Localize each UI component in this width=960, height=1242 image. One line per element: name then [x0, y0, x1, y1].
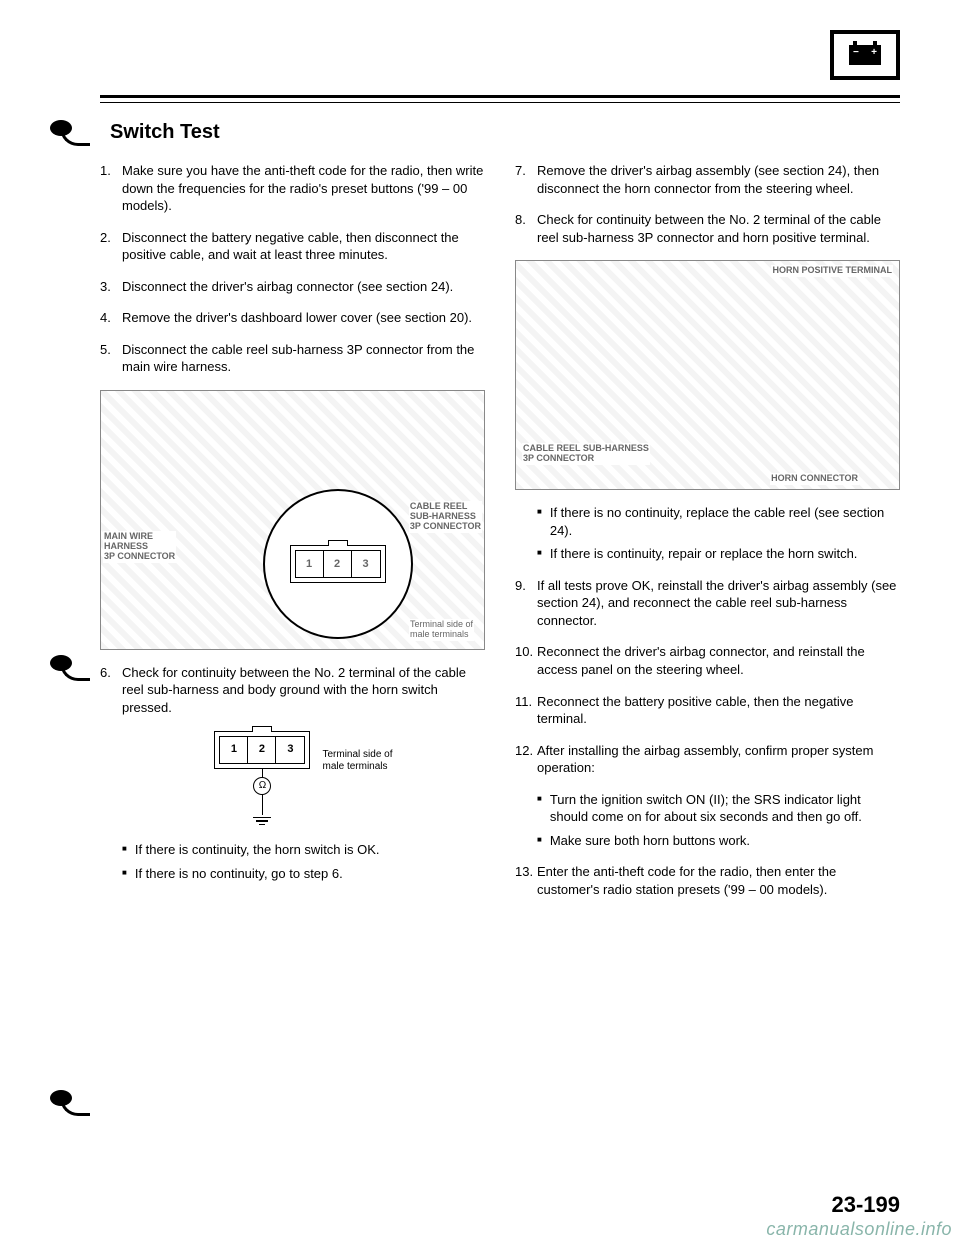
step-item: 7.Remove the driver's airbag assembly (s… — [515, 162, 900, 197]
rule-thin — [100, 102, 900, 103]
margin-curve-icon — [60, 663, 90, 681]
step-number: 9. — [515, 577, 537, 630]
step-item: 11.Reconnect the battery positive cable,… — [515, 693, 900, 728]
fig-label-terminal: Terminal side of male terminals — [409, 619, 474, 641]
margin-curve-icon — [60, 128, 90, 146]
step-item: 3.Disconnect the driver's airbag connect… — [100, 278, 485, 296]
step-text: Enter the anti-theft code for the radio,… — [537, 863, 900, 898]
step-number: 2. — [100, 229, 122, 264]
step-text: Check for continuity between the No. 2 t… — [122, 664, 485, 717]
connector-tab — [252, 726, 272, 732]
fig-label-horn-positive: HORN POSITIVE TERMINAL — [771, 265, 893, 277]
battery-minus-label: − — [853, 47, 859, 58]
margin-curve-icon — [60, 1098, 90, 1116]
fig-label-cable-reel: CABLE REEL SUB-HARNESS 3P CONNECTOR — [409, 501, 482, 533]
fig-label-cable-reel-sub: CABLE REEL SUB-HARNESS 3P CONNECTOR — [522, 443, 650, 465]
watermark: carmanualsonline.info — [766, 1219, 952, 1240]
dashboard-illustration: MAIN WIRE HARNESS 3P CONNECTOR CABLE REE… — [100, 390, 485, 650]
rule-thick — [100, 95, 900, 98]
step-text: Disconnect the cable reel sub-harness 3P… — [122, 341, 485, 376]
check-item: Turn the ignition switch ON (II); the SR… — [537, 791, 900, 826]
step-item: 13.Enter the anti-theft code for the rad… — [515, 863, 900, 898]
connector-cell: 2 — [248, 737, 276, 763]
check-text: If there is no continuity, replace the c… — [550, 504, 900, 539]
ohm-icon: Ω — [253, 777, 271, 795]
check-text: If there is continuity, repair or replac… — [550, 545, 858, 563]
step13-list: 13.Enter the anti-theft code for the rad… — [515, 863, 900, 898]
step-text: Remove the driver's dashboard lower cove… — [122, 309, 485, 327]
step-number: 6. — [100, 664, 122, 717]
connector-3p: 1 2 3 — [290, 545, 386, 583]
step-number: 4. — [100, 309, 122, 327]
step-number: 12. — [515, 742, 537, 777]
figure-dashboard-connector: MAIN WIRE HARNESS 3P CONNECTOR CABLE REE… — [100, 390, 485, 650]
step-text: After installing the airbag assembly, co… — [537, 742, 900, 777]
step-item: 4.Remove the driver's dashboard lower co… — [100, 309, 485, 327]
step-item: 12.After installing the airbag assembly,… — [515, 742, 900, 777]
page-number: 23-199 — [831, 1192, 900, 1218]
step-item: 2.Disconnect the battery negative cable,… — [100, 229, 485, 264]
fig-label-terminal: Terminal side of male terminals — [322, 749, 392, 773]
step-number: 8. — [515, 211, 537, 246]
connector-cell: 1 — [296, 551, 324, 577]
step-number: 3. — [100, 278, 122, 296]
step-text: Make sure you have the anti-theft code f… — [122, 162, 485, 215]
step-text: Remove the driver's airbag assembly (see… — [537, 162, 900, 197]
check-text: Turn the ignition switch ON (II); the SR… — [550, 791, 900, 826]
step-number: 13. — [515, 863, 537, 898]
check-item: If there is no continuity, replace the c… — [537, 504, 900, 539]
connector-cell: 1 — [220, 737, 248, 763]
fig-label-main-wire: MAIN WIRE HARNESS 3P CONNECTOR — [103, 531, 176, 563]
left-steps-list: 1.Make sure you have the anti-theft code… — [100, 162, 485, 376]
connector-cell: 3 — [352, 551, 380, 577]
right-column: 7.Remove the driver's airbag assembly (s… — [515, 162, 900, 912]
step-text: Reconnect the driver's airbag connector,… — [537, 643, 900, 678]
step-text: Check for continuity between the No. 2 t… — [537, 211, 900, 246]
battery-plus-label: + — [871, 47, 877, 58]
figure-steering-wheel: HORN POSITIVE TERMINAL CABLE REEL SUB-HA… — [515, 260, 900, 490]
step-number: 7. — [515, 162, 537, 197]
fig-label-horn-connector: HORN CONNECTOR — [770, 473, 859, 485]
result-text: If there is continuity, the horn switch … — [135, 841, 380, 859]
step-text: Disconnect the battery negative cable, t… — [122, 229, 485, 264]
step-number: 11. — [515, 693, 537, 728]
ground-wire: Ω — [262, 769, 264, 815]
connector-detail-circle: 1 2 3 — [263, 489, 413, 639]
check-text: Make sure both horn buttons work. — [550, 832, 750, 850]
connector-tab — [328, 540, 348, 546]
battery-icon: − + — [849, 45, 881, 65]
step-item: 6.Check for continuity between the No. 2… — [100, 664, 485, 717]
right-steps-b: 9.If all tests prove OK, reinstall the d… — [515, 577, 900, 777]
right-steps-a: 7.Remove the driver's airbag assembly (s… — [515, 162, 900, 246]
step-text: Reconnect the battery positive cable, th… — [537, 693, 900, 728]
connector-cell: 3 — [276, 737, 304, 763]
figure-ground-check: 1 2 3 Ω Terminal side of male terminals — [122, 731, 485, 828]
system-checks-list: Turn the ignition switch ON (II); the SR… — [537, 791, 900, 850]
continuity-checks-list: If there is no continuity, replace the c… — [537, 504, 900, 563]
result-text: If there is no continuity, go to step 6. — [135, 865, 343, 883]
step-item: 5.Disconnect the cable reel sub-harness … — [100, 341, 485, 376]
step-item: 8.Check for continuity between the No. 2… — [515, 211, 900, 246]
connector-3p: 1 2 3 — [214, 731, 310, 769]
connector-cell: 2 — [324, 551, 352, 577]
step-text: If all tests prove OK, reinstall the dri… — [537, 577, 900, 630]
ground-icon — [253, 815, 271, 828]
step-item: 9.If all tests prove OK, reinstall the d… — [515, 577, 900, 630]
left-results-list: If there is continuity, the horn switch … — [122, 841, 485, 882]
step-item: 10.Reconnect the driver's airbag connect… — [515, 643, 900, 678]
step-number: 1. — [100, 162, 122, 215]
page-title: Switch Test — [110, 121, 900, 144]
steering-wheel-illustration: HORN POSITIVE TERMINAL CABLE REEL SUB-HA… — [515, 260, 900, 490]
step-number: 10. — [515, 643, 537, 678]
step-number: 5. — [100, 341, 122, 376]
step-item: 1.Make sure you have the anti-theft code… — [100, 162, 485, 215]
step-text: Disconnect the driver's airbag connector… — [122, 278, 485, 296]
result-item: If there is continuity, the horn switch … — [122, 841, 485, 859]
step6-list: 6.Check for continuity between the No. 2… — [100, 664, 485, 717]
check-item: Make sure both horn buttons work. — [537, 832, 900, 850]
left-column: 1.Make sure you have the anti-theft code… — [100, 162, 485, 912]
battery-header-icon: − + — [830, 30, 900, 80]
result-item: If there is no continuity, go to step 6. — [122, 865, 485, 883]
check-item: If there is continuity, repair or replac… — [537, 545, 900, 563]
